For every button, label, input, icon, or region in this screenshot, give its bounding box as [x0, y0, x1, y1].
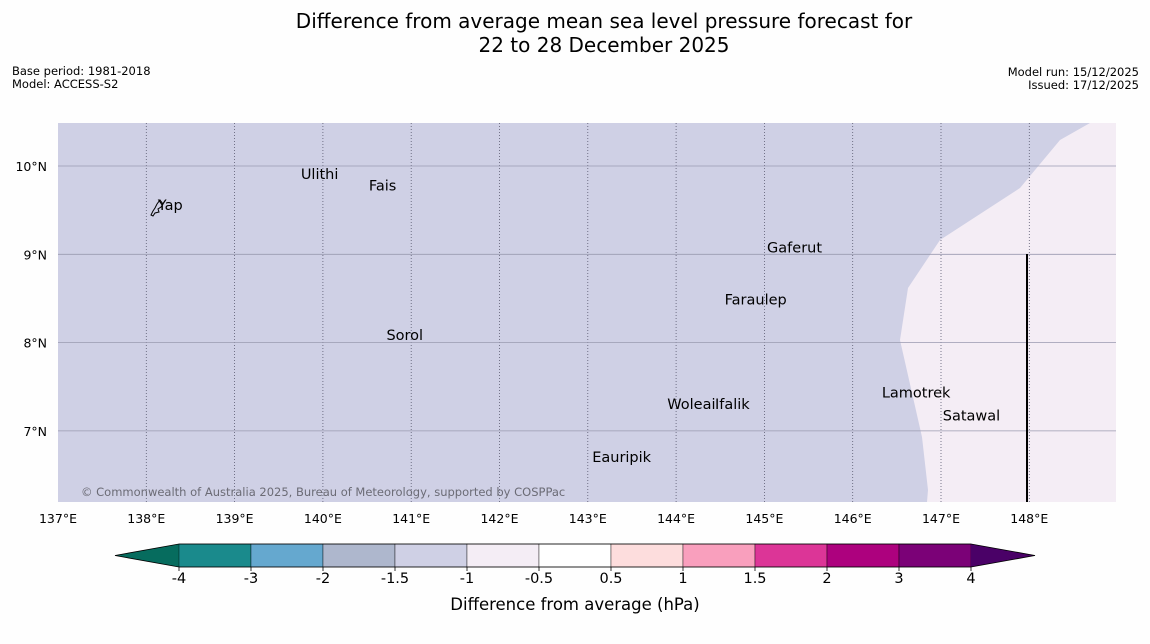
- longitude-label: 147°E: [922, 511, 960, 526]
- colorbar-tick-label: -1.5: [381, 571, 409, 587]
- latitude-label: 10°N: [15, 159, 47, 174]
- colorbar-ticks: -4 -3 -2 -1.5 -1 -0.5 0.5 1 1.5 2 3 4: [172, 567, 976, 587]
- colorbar-tick-label: -0.5: [525, 571, 553, 587]
- longitude-label: 141°E: [392, 511, 430, 526]
- colorbar-tick-label: 4: [966, 571, 975, 587]
- longitude-label: 144°E: [657, 511, 695, 526]
- longitude-label: 140°E: [304, 511, 342, 526]
- colorbar-segment: [682, 543, 756, 568]
- colorbar-tick-label: 3: [894, 571, 903, 587]
- graticule: [58, 123, 1116, 502]
- colorbar-segment: [466, 543, 540, 568]
- colorbar-segment: [322, 543, 396, 568]
- place-label-sorol: Sorol: [386, 328, 423, 344]
- base-period-text: Base period: 1981-2018: [12, 64, 151, 78]
- place-label-satawal: Satawal: [943, 408, 1000, 424]
- place-label-woleai: Woleai: [667, 397, 715, 413]
- longitude-label: 137°E: [39, 511, 77, 526]
- chart-title: Difference from average mean sea level p…: [0, 9, 1150, 57]
- colorbar-tick-label: -3: [244, 571, 258, 587]
- longitude-label: 143°E: [569, 511, 607, 526]
- colorbar-segment: [394, 543, 468, 568]
- place-labels: Ulithi Fais Yap Gaferut Faraulep Sorol Lamotre…: [157, 167, 1000, 466]
- longitude-label: 146°E: [834, 511, 872, 526]
- colorbar-segment: [178, 543, 252, 568]
- latitude-label: 8°N: [23, 336, 47, 351]
- yap-island-shape: [150, 199, 164, 217]
- colorbar-extend-low: [115, 544, 179, 567]
- colorbar-tick-label: 0.5: [599, 571, 622, 587]
- colorbar-segment: [250, 543, 324, 568]
- place-label-faraulep: Faraulep: [725, 293, 787, 309]
- colorbar-boxes: [114, 543, 1036, 568]
- colorbar-segment: [754, 543, 828, 568]
- place-label-eauripik: Eauripik: [592, 450, 651, 466]
- colorbar-segment: [826, 543, 900, 568]
- title-line-2: 22 to 28 December 2025: [478, 33, 730, 57]
- latitude-label: 9°N: [23, 247, 47, 262]
- place-label-yap: Yap: [157, 198, 183, 214]
- longitude-label: 142°E: [480, 511, 518, 526]
- colorbar-tick-label: 1.5: [743, 571, 766, 587]
- place-label-ifalik: Ifalik: [715, 397, 750, 413]
- place-label-lamotrek: Lamotrek: [882, 385, 951, 401]
- colorbar-tick-label: -4: [172, 571, 186, 587]
- place-label-fais: Fais: [369, 179, 396, 195]
- anomaly-region-east: [900, 123, 1116, 502]
- colorbar-tick-label: -2: [316, 571, 330, 587]
- title-line-1: Difference from average mean sea level p…: [295, 9, 913, 33]
- place-label-gaferut: Gaferut: [767, 241, 822, 257]
- yap-island-outline: [150, 199, 164, 217]
- colorbar-tick-label: 2: [822, 571, 831, 587]
- colorbar-segment: [538, 543, 612, 568]
- copyright-text: © Commonwealth of Australia 2025, Bureau…: [81, 485, 565, 499]
- longitude-label: 138°E: [127, 511, 165, 526]
- place-label-ulithi: Ulithi: [301, 167, 339, 183]
- model-run-text: Model run: 15/12/2025: [1007, 65, 1139, 79]
- longitude-label: 139°E: [216, 511, 254, 526]
- meta-right: Model run: 15/12/2025 Issued: 17/12/2025: [1008, 66, 1139, 92]
- colorbar-tick-label: 1: [678, 571, 687, 587]
- issued-text: Issued: 17/12/2025: [1028, 78, 1139, 92]
- colorbar-label: Difference from average (hPa): [450, 595, 699, 614]
- axis-labels: 137°E 138°E 139°E 140°E 141°E 142°E 143°E 144°E…: [15, 159, 1048, 526]
- colorbar-segment: [610, 543, 684, 568]
- longitude-label: 145°E: [745, 511, 783, 526]
- meta-left: Base period: 1981-2018 Model: ACCESS-S2: [12, 65, 151, 91]
- model-text: Model: ACCESS-S2: [12, 77, 119, 91]
- colorbar-segment: [898, 543, 972, 568]
- colorbar-tick-label: -1: [460, 571, 474, 587]
- latitude-label: 7°N: [23, 424, 47, 439]
- longitude-label: 148°E: [1010, 511, 1048, 526]
- colorbar-extend-high: [971, 544, 1035, 567]
